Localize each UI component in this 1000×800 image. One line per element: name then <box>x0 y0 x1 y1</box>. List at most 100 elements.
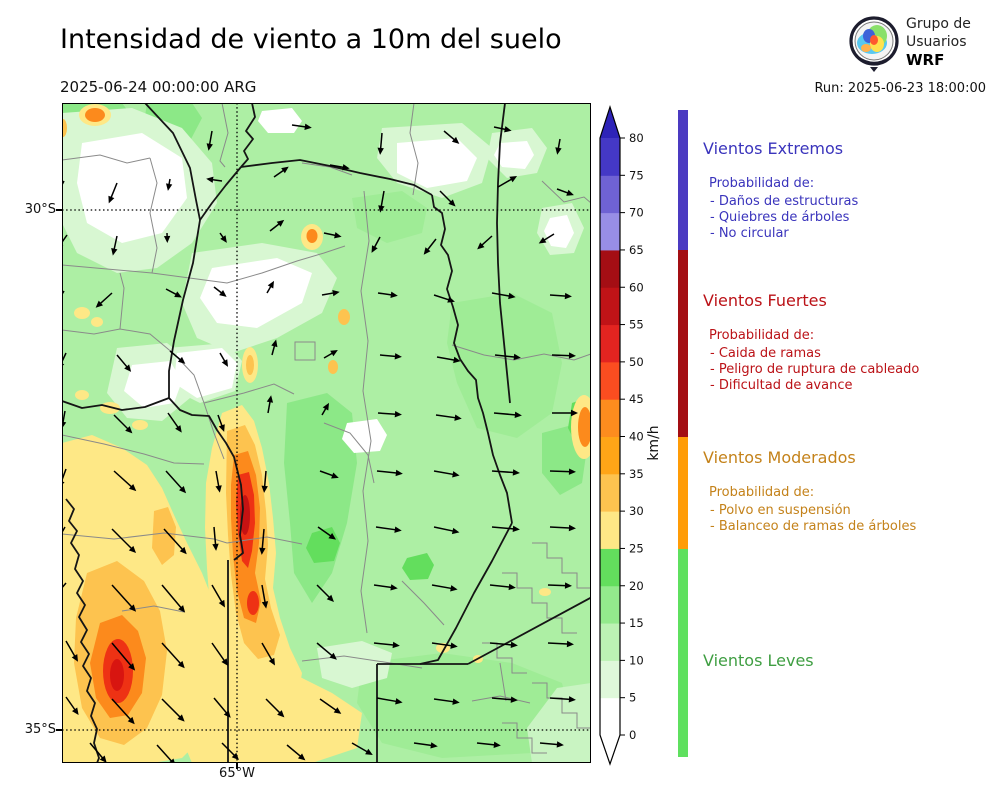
colorbar-tick-label: 75 <box>629 168 644 182</box>
wind-arrow-head <box>394 410 402 418</box>
wind-arrow-head <box>174 291 182 298</box>
colorbar-tick-label: 15 <box>629 616 644 630</box>
wind-arrow-head <box>568 696 576 703</box>
wind-arrow-head <box>451 527 460 535</box>
category-strip-2 <box>678 250 688 437</box>
wind-arrow <box>491 526 516 530</box>
wind-arrow <box>376 470 399 475</box>
wind-arrow <box>377 412 399 416</box>
wind-arrow <box>549 526 573 529</box>
category-probability-label: Probabilidad de: <box>709 328 815 343</box>
wind-arrow-head <box>267 280 274 289</box>
wind-arrow-head <box>452 698 460 705</box>
wind-arrow <box>221 742 237 758</box>
wind-arrow-head <box>128 663 136 671</box>
wind-arrow-head <box>430 742 438 749</box>
wind-arrow <box>165 470 184 491</box>
colorbar-ticks: 0 5 10 15 20 25 30 35 40 45 50 55 60 65 70 75 80 <box>620 131 644 742</box>
colorbar-segment <box>600 473 620 512</box>
department-boundaries <box>62 103 591 754</box>
wind-arrow-head <box>371 245 378 253</box>
wind-arrow-head <box>504 126 512 133</box>
wind-arrow-head <box>477 242 485 250</box>
category-effect-item: - Caida de ramas <box>710 346 821 361</box>
colorbar-segment <box>600 623 620 661</box>
wind-arrow-head <box>510 641 518 649</box>
wind-arrow <box>111 584 134 610</box>
colorbar-tick-label: 10 <box>629 653 644 667</box>
colorbar-unit-label: km/h <box>646 425 662 460</box>
wind-arrow <box>489 584 512 589</box>
wind-arrow <box>431 642 454 647</box>
wind-arrow <box>62 468 67 483</box>
colorbar-segment <box>600 361 620 400</box>
wind-arrow-head <box>394 353 402 360</box>
wind-arrow <box>436 356 457 362</box>
wind-arrow <box>351 742 370 754</box>
wind-arrow <box>113 414 131 432</box>
wind-arrow <box>98 292 113 306</box>
wind-arrow-head <box>395 698 403 705</box>
wind-arrow <box>62 526 66 534</box>
colorbar-segment <box>600 399 620 437</box>
wind-arrow <box>435 414 458 419</box>
wind-arrow <box>111 642 134 668</box>
colorbar-segment <box>600 324 620 363</box>
wind-arrow <box>156 744 174 763</box>
colorbar-segment <box>600 249 620 288</box>
wind-arrow-head <box>215 485 222 493</box>
wind-intensity-map <box>62 103 591 763</box>
wind-arrow-head <box>271 339 278 348</box>
wind-arrow <box>89 742 105 761</box>
wind-arrow <box>62 352 67 364</box>
wind-arrow <box>213 526 217 547</box>
wind-arrow-head <box>266 395 274 403</box>
wind-arrow-head <box>326 594 334 602</box>
wind-arrow-head <box>331 472 339 479</box>
wind-arrow-head <box>512 469 520 476</box>
lat-label-35s: 35°S <box>24 722 56 737</box>
wind-arrow <box>65 696 77 713</box>
colorbar-tick-label: 80 <box>629 131 644 145</box>
colorbar-tick-label: 55 <box>629 318 644 332</box>
colorbar-segment <box>600 697 620 736</box>
wind-arrow-head <box>566 189 574 196</box>
wind-arrow-head <box>125 426 133 434</box>
wind-speed-colorbar: 0 5 10 15 20 25 30 35 40 45 50 55 60 65 70 75 80 km/h <box>599 105 662 766</box>
wind-arrow <box>316 642 335 658</box>
wind-arrow-head <box>177 714 185 722</box>
wind-arrow-head <box>322 402 329 411</box>
colorbar-tick-label: 70 <box>629 206 644 220</box>
wind-arrow-head <box>514 411 522 419</box>
map-frame <box>62 103 591 763</box>
wind-arrow-head <box>330 350 338 357</box>
colorbar-segment <box>600 660 620 699</box>
category-strip-1 <box>678 110 688 250</box>
wind-arrow-head <box>508 292 516 300</box>
colorbar-segment <box>600 548 620 587</box>
colorbar-segment <box>600 212 620 251</box>
wind-arrow-head <box>332 289 340 297</box>
wind-arrow-head <box>329 652 337 660</box>
wind-arrow-head <box>221 359 228 367</box>
wind-arrow-head <box>71 654 78 662</box>
wind-arrow-head <box>378 205 385 213</box>
category-effect-item: - Daños de estructuras <box>710 194 859 209</box>
wind-arrow-head <box>451 136 460 144</box>
wind-arrow <box>539 742 560 746</box>
wind-arrow-head <box>179 485 187 494</box>
wind-arrow-head <box>128 484 137 492</box>
wind-arrow-head <box>223 710 231 718</box>
wind-arrow <box>375 526 398 531</box>
wind-arrow-head <box>219 290 227 297</box>
wind-arrow-head <box>218 424 225 432</box>
logo-text: Grupo de Usuarios WRF <box>906 15 971 69</box>
wind-arrow <box>261 528 265 551</box>
wind-arrow <box>211 584 224 605</box>
colorbar-tick-label: 5 <box>629 691 636 705</box>
category-strip-4 <box>678 549 688 757</box>
wind-arrow-head <box>568 352 576 359</box>
wind-arrow-head <box>168 758 175 763</box>
wind-arrow <box>413 742 434 747</box>
wind-arrow-head <box>108 195 115 204</box>
